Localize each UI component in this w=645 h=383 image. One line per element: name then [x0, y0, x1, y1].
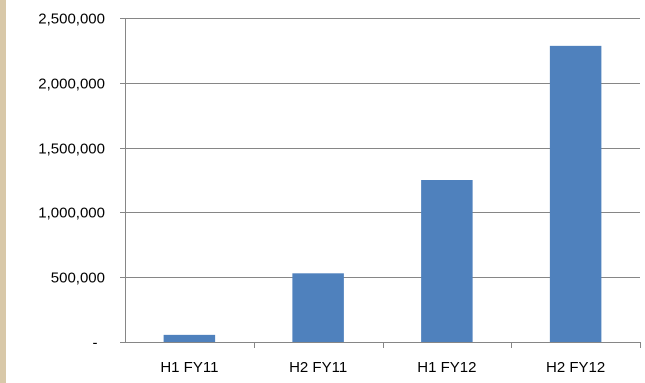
x-tick-label: H2 FY12 [546, 359, 605, 376]
y-tick-label: - [93, 335, 98, 352]
bar-h2-fy12 [549, 45, 602, 342]
bar-h2-fy11 [292, 273, 344, 342]
bar-h1-fy11 [163, 334, 216, 342]
bars [163, 45, 602, 342]
left-border-accent [0, 0, 6, 383]
y-tick-label: 1,000,000 [38, 205, 105, 222]
y-tick-label: 1,500,000 [38, 141, 105, 158]
x-tick-labels: H1 FY11 H2 FY11 H1 FY12 H2 FY12 [160, 359, 605, 376]
x-tick-label: H1 FY11 [160, 359, 218, 376]
x-tick-label: H1 FY12 [417, 359, 476, 376]
x-tick-label: H2 FY11 [289, 359, 347, 376]
bar-h1-fy12 [421, 180, 473, 342]
y-tick-label: 500,000 [51, 270, 105, 287]
y-tick-labels: - 500,000 1,000,000 1,500,000 2,000,000 2,500… [38, 11, 105, 352]
y-tick-label: 2,000,000 [38, 76, 105, 93]
y-tick-label: 2,500,000 [38, 11, 105, 28]
axes [120, 18, 641, 348]
